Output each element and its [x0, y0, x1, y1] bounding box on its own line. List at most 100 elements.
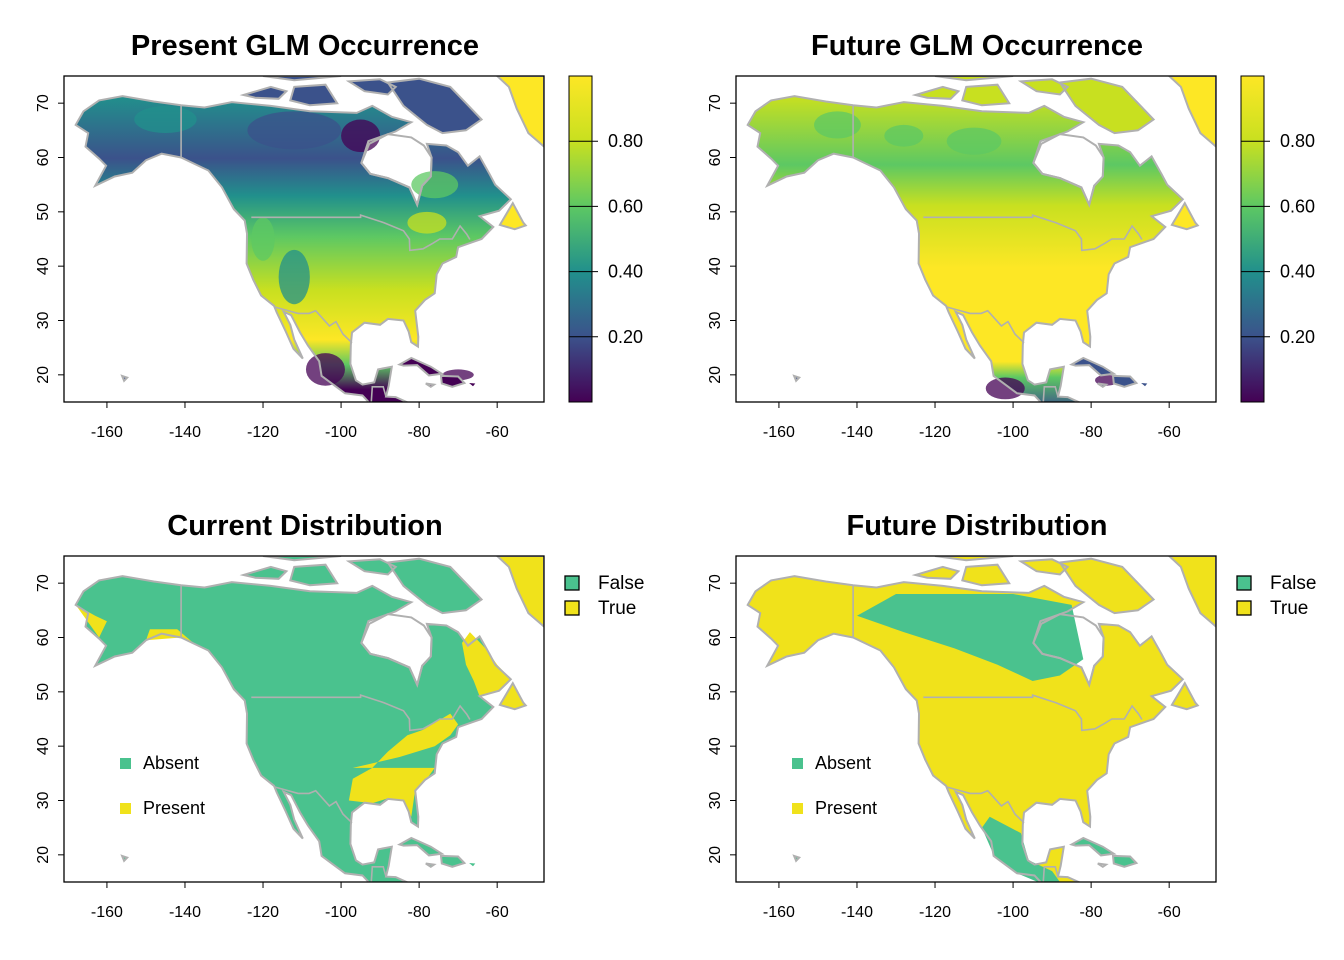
arctic-island — [1020, 79, 1068, 95]
caribbean-island — [399, 838, 442, 856]
coastline — [1058, 77, 1156, 135]
legend-label: False — [1270, 573, 1316, 594]
y-tick-label: 40 — [35, 737, 52, 755]
map-svg: -160 -140 -120 -100 -80 -60 20 30 40 50 60 70 0.80 0.… — [35, 75, 643, 441]
map-layer — [746, 76, 1216, 402]
country-border — [370, 386, 387, 402]
inset-legend-label: Absent — [815, 753, 871, 773]
coastline — [120, 854, 130, 863]
coastline — [439, 374, 467, 388]
x-tick-label: -160 — [763, 904, 795, 921]
y-tick-label: 30 — [707, 312, 724, 330]
arctic-island — [348, 559, 396, 575]
absent-region — [857, 594, 1084, 681]
coastline — [439, 854, 467, 868]
coastline — [495, 76, 544, 148]
coastline — [1068, 836, 1117, 857]
legend-swatch-true — [564, 600, 580, 616]
y-tick-label: 70 — [35, 574, 52, 592]
country-border — [274, 786, 353, 824]
colorbar-label: 0.60 — [1280, 196, 1315, 216]
y-tick-label: 40 — [35, 257, 52, 275]
colorbar-label: 0.80 — [608, 131, 643, 151]
coastline — [1167, 556, 1216, 628]
x-tick-label: -120 — [247, 904, 279, 921]
y-tick-label: 70 — [707, 94, 724, 112]
coastline — [911, 85, 961, 100]
x-tick-label: -120 — [919, 424, 951, 441]
colorbar-label: 0.40 — [608, 262, 643, 282]
coastline — [498, 681, 528, 711]
y-tick-label: 70 — [35, 94, 52, 112]
arctic-island — [962, 84, 1010, 106]
country-border — [946, 306, 1025, 344]
coastline — [289, 83, 339, 107]
coastline — [425, 862, 437, 869]
coastline — [1170, 201, 1200, 231]
arctic-island — [915, 86, 959, 99]
coastline — [360, 133, 433, 208]
x-tick-label: -160 — [91, 424, 123, 441]
arctic-island — [962, 564, 1010, 586]
newfoundland — [1171, 683, 1198, 710]
x-tick-label: -80 — [1080, 424, 1103, 441]
coastline — [911, 565, 961, 580]
map-layer — [74, 76, 544, 402]
colorbar-label: 0.80 — [1280, 131, 1315, 151]
coastline — [495, 556, 544, 628]
newfoundland — [499, 683, 526, 710]
present-region — [146, 629, 195, 644]
coastline — [1097, 382, 1109, 389]
coastline — [961, 563, 1011, 587]
inset-swatch-absent — [120, 758, 131, 769]
absent-region — [981, 816, 1060, 882]
coastline — [262, 76, 342, 82]
coastline — [120, 374, 130, 383]
caribbean-island — [469, 383, 476, 387]
occurrence-patch — [305, 353, 345, 386]
panel-future-glm: Future GLM Occurrence -160 -140 -120 -100 -8… — [672, 0, 1344, 480]
coastline — [1068, 356, 1117, 377]
coastline — [396, 356, 445, 377]
colorbar-label: 0.20 — [1280, 327, 1315, 347]
y-tick-label: 20 — [35, 846, 52, 864]
coastline — [1111, 374, 1139, 388]
occurrence-patch — [247, 111, 342, 150]
x-tick-label: -120 — [919, 904, 951, 921]
caribbean-island — [1141, 383, 1148, 387]
map-frame — [63, 75, 545, 403]
map-svg: -160 -140 -120 -100 -80 -60 20 30 40 50 60 70 False T… — [35, 555, 644, 921]
greenland — [497, 76, 544, 147]
coastline — [1097, 862, 1109, 869]
arctic-island — [1059, 558, 1154, 614]
occurrence-patch — [884, 124, 924, 147]
map-svg: -160 -140 -120 -100 -80 -60 20 30 40 50 60 70 False T… — [707, 555, 1316, 921]
y-tick-label: 50 — [707, 683, 724, 701]
colorbar — [1240, 75, 1265, 403]
country-border-layer — [852, 585, 1143, 882]
map-layer — [746, 556, 1216, 882]
coastline — [1111, 854, 1139, 868]
occurrence-patch — [985, 377, 1025, 400]
y-tick-label: 40 — [707, 737, 724, 755]
country-border — [923, 213, 1143, 252]
y-tick-label: 50 — [35, 203, 52, 221]
coastline — [1032, 613, 1105, 688]
legend-swatch-false — [1236, 575, 1252, 591]
panel-title: Current Distribution — [167, 510, 443, 542]
legend-swatch-false — [564, 575, 580, 591]
occurrence-patch — [411, 171, 459, 199]
legend-label: False — [598, 573, 644, 594]
legend-label: True — [1270, 598, 1308, 619]
arctic-island — [290, 84, 338, 106]
inset-legend-label: Present — [143, 798, 205, 818]
x-tick-label: -160 — [763, 424, 795, 441]
y-tick-label: 30 — [707, 792, 724, 810]
panel-title: Future GLM Occurrence — [811, 30, 1143, 62]
colorbar-label: 0.60 — [608, 196, 643, 216]
arctic-island — [387, 78, 482, 134]
map-frame — [735, 555, 1217, 883]
y-tick-label: 20 — [707, 846, 724, 864]
occurrence-patch — [814, 111, 861, 139]
y-tick-label: 20 — [707, 366, 724, 384]
